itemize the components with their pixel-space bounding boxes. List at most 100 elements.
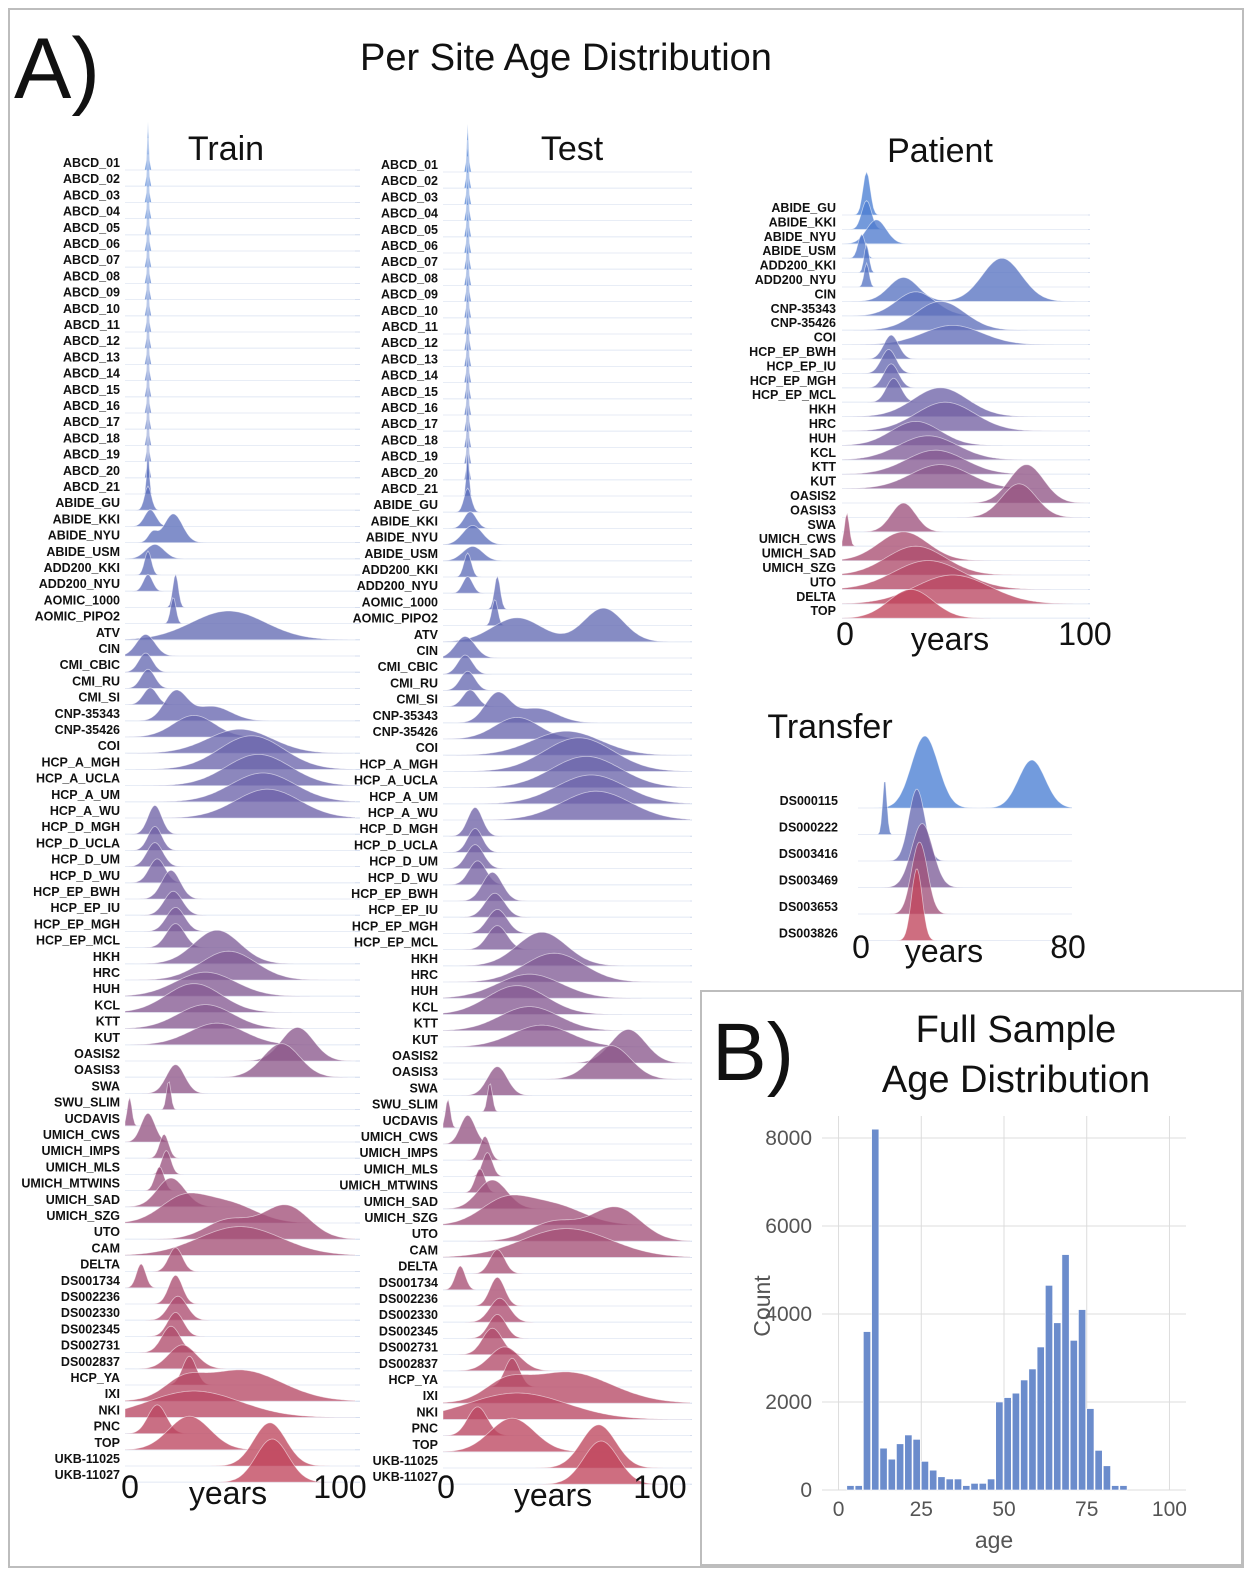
ridge-density-SWA <box>842 502 1088 533</box>
ridge-density-HCP_EP_MGH <box>125 906 355 932</box>
ridge-label: UKB-11027 <box>373 1470 438 1484</box>
ridge-label: TOP <box>95 1436 120 1450</box>
ridge-density-HCP_D_WU <box>125 858 355 884</box>
ridge-label: ADD200_NYU <box>357 579 438 593</box>
ridge-density-HCP_D_UM <box>442 844 690 869</box>
ridge-label: AOMIC_1000 <box>362 595 438 609</box>
ridge-density-ABCD_04 <box>443 172 690 221</box>
ridge-label: KCL <box>810 446 836 460</box>
hist-bar <box>954 1478 962 1491</box>
ridge-label: HUH <box>809 431 836 445</box>
ridge-label: PNC <box>94 1420 120 1434</box>
ridge-label: CAM <box>92 1241 120 1255</box>
ridge-label: CNP-35426 <box>771 316 836 330</box>
ridge-label: DS002236 <box>379 1292 438 1306</box>
ridge-label: DELTA <box>80 1258 120 1272</box>
hist-bar <box>1011 1392 1020 1491</box>
ridge-label: ABIDE_KKI <box>769 215 836 229</box>
ridge-density-KCL <box>124 983 355 1013</box>
ridge-label: ABCD_01 <box>63 156 120 170</box>
ridge-label: UMICH_IMPS <box>42 1144 120 1158</box>
ridge-density-ABCD_16 <box>443 366 690 416</box>
ridge-label: ABCD_01 <box>381 158 438 172</box>
ridge-density-CMI_SI <box>125 687 355 705</box>
ridge-label: ABCD_15 <box>381 385 438 399</box>
hist-bar <box>1094 1450 1103 1491</box>
ridge-density-ABCD_11 <box>125 283 355 333</box>
hist-bar <box>912 1439 921 1491</box>
ridge-density-SWA <box>125 1064 355 1094</box>
hist-bar <box>1102 1465 1111 1491</box>
ridge-label: HCP_D_WU <box>368 871 438 885</box>
ridge-label: UCDAVIS <box>65 1112 120 1126</box>
ridge-label: HRC <box>809 417 836 431</box>
hist-bar <box>879 1447 888 1491</box>
ridge-label: CIN <box>416 644 438 658</box>
ridge-label: ABCD_20 <box>63 464 120 478</box>
ridge-density-IXI <box>124 1369 356 1402</box>
ridge-label: HCP_D_WU <box>50 869 120 883</box>
test-x-tick-min: 0 <box>437 1469 455 1505</box>
ridge-label: UMICH_MLS <box>46 1160 120 1174</box>
hist-bar <box>995 1401 1004 1491</box>
ridge-label: DS001734 <box>379 1276 438 1290</box>
hist-bar <box>1053 1322 1062 1491</box>
ridge-label: DS002330 <box>61 1306 120 1320</box>
ridge-density-HCP_D_UCLA <box>125 825 355 851</box>
ridge-density-HCP_A_MGH <box>443 737 691 772</box>
ridge-label: TOP <box>811 604 836 618</box>
ridge-density-HCP_EP_IU <box>125 890 355 916</box>
ridge-label: COI <box>416 741 438 755</box>
ridge-density-ABCD_15 <box>125 348 355 398</box>
ridge-density-ABCD_06 <box>125 202 355 252</box>
ridge-label: HCP_EP_IU <box>369 903 438 917</box>
ridge-label: ABCD_19 <box>381 450 438 464</box>
ridge-label: ABCD_03 <box>381 190 438 204</box>
ridge-label: CNP-35426 <box>55 723 120 737</box>
ridge-label: HCP_A_UM <box>51 788 120 802</box>
panel-b-title-line1: Full Sample <box>916 1009 1117 1051</box>
ridge-label: DS000222 <box>779 821 838 835</box>
ridge-density-DS001734 <box>124 1263 355 1289</box>
ridge-density-UTO <box>443 1206 691 1242</box>
ridge-density-ABIDE_KKI <box>125 509 355 527</box>
ridge-density-AOMIC_1000 <box>443 574 690 610</box>
ridge-label: UTO <box>810 575 836 589</box>
ridge-label: OASIS2 <box>74 1047 120 1061</box>
ridge-label: ADD200_KKI <box>760 259 836 273</box>
patient-title: Patient <box>887 132 993 170</box>
ridge-density-CAM <box>124 1226 356 1256</box>
hist-x-label: age <box>975 1527 1013 1553</box>
ridge-density-SWA <box>443 1066 690 1096</box>
ridge-label: UKB-11027 <box>55 1468 120 1482</box>
hist-bar <box>887 1458 896 1491</box>
ridge-label: DS002345 <box>61 1322 120 1336</box>
ridge-label: CMI_SI <box>78 691 120 705</box>
ridge-density-HCP_A_WU <box>125 788 356 819</box>
ridge-density-ABCD_08 <box>125 235 355 284</box>
ridge-density-KTT <box>442 1006 690 1031</box>
ridge-density-ABCD_21 <box>125 445 355 495</box>
transfer-ridgeline-plot: DS000115 DS000222 DS003416 DS003469 DS003653… <box>779 735 1073 941</box>
ridge-label: ABCD_11 <box>382 320 438 334</box>
ridge-density-HCP_D_WU <box>443 860 690 886</box>
ridge-density-UKB-11025 <box>443 1424 690 1469</box>
ridge-density-DS002236 <box>125 1274 355 1305</box>
hist-bar <box>987 1478 996 1491</box>
ridge-density-HCP_A_MGH <box>125 735 356 770</box>
ridge-density-HKH <box>842 387 1088 417</box>
hist-bar <box>1119 1485 1128 1491</box>
ridge-label: HCP_EP_MCL <box>752 388 836 402</box>
ridge-density-HCP_D_UM <box>124 842 355 867</box>
ridge-density-ADD200_KKI <box>443 552 690 578</box>
ridge-label: OASIS2 <box>790 489 836 503</box>
ridge-density-CMI_RU <box>442 670 690 691</box>
ridge-density-COI <box>842 325 1088 345</box>
test-x-tick-max: 100 <box>633 1469 686 1505</box>
ridge-density-UMICH_CWS <box>124 1112 355 1143</box>
ridge-density-HCP_D_MGH <box>125 804 355 835</box>
ridge-density-ATV <box>124 610 356 641</box>
ridge-label: IXI <box>423 1389 438 1403</box>
ridge-label: ABIDE_GU <box>55 496 120 510</box>
hist-bar <box>1028 1368 1037 1491</box>
